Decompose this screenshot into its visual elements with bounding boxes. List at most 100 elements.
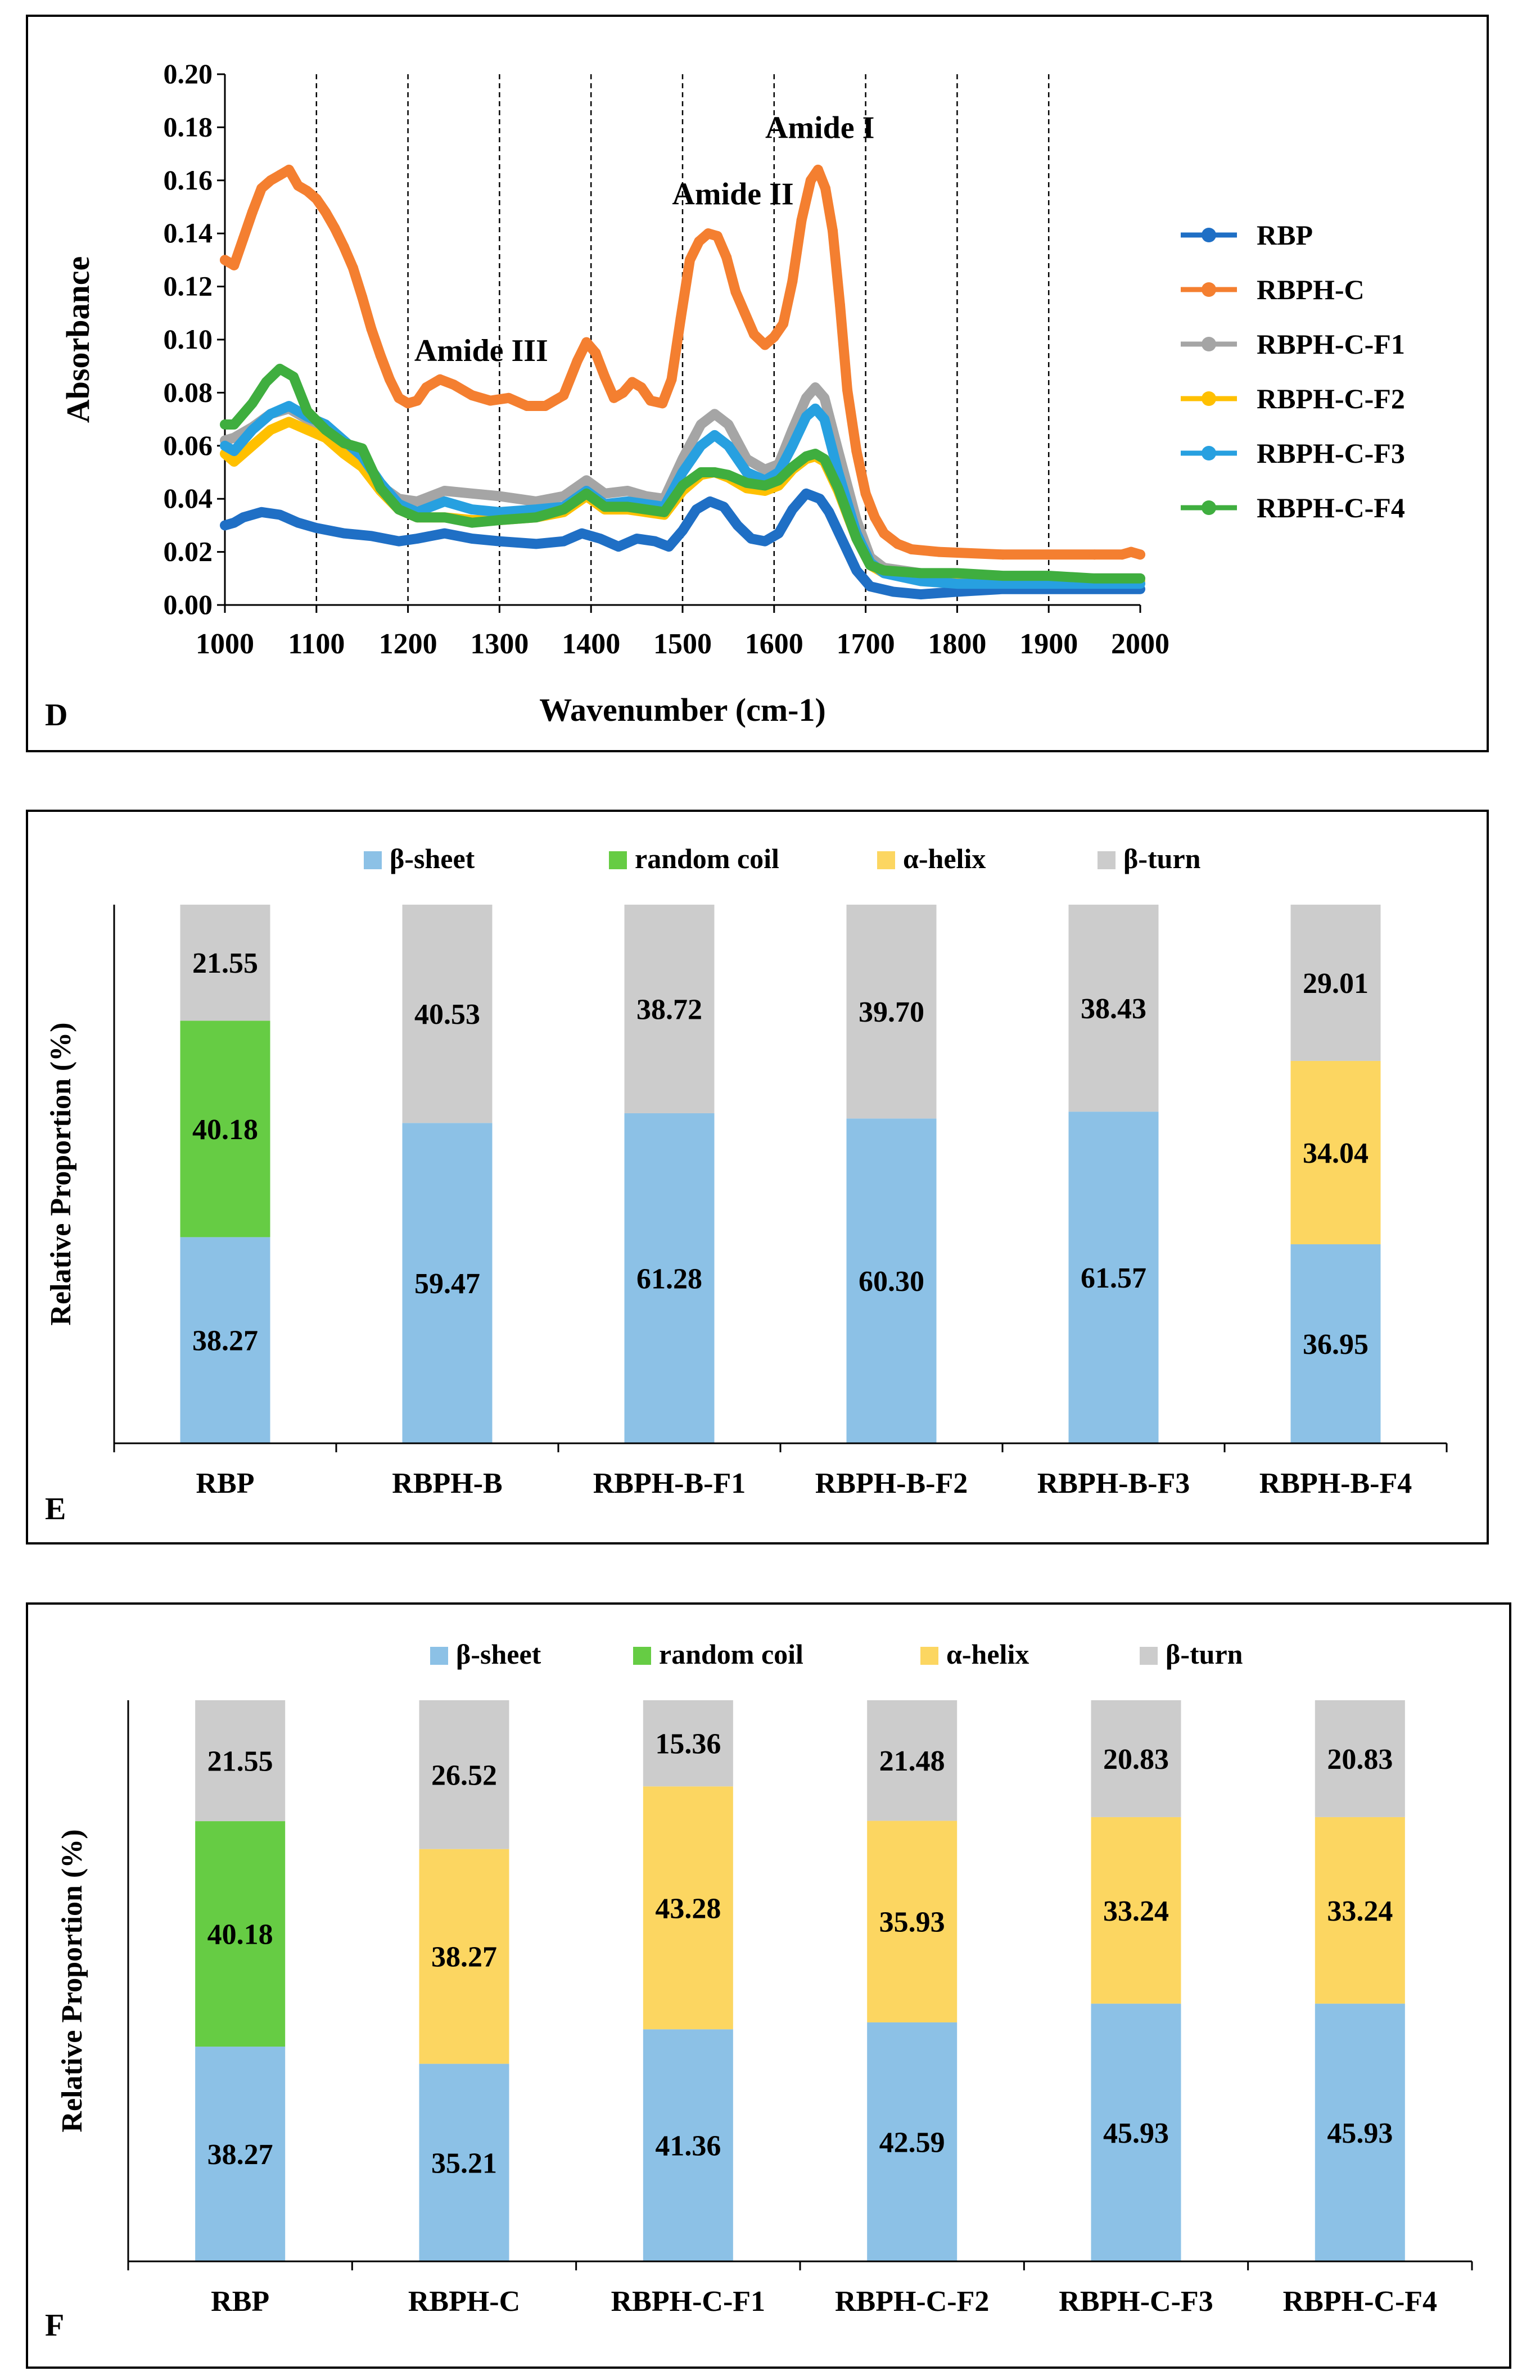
legend-marker — [1202, 282, 1216, 297]
data-point — [608, 392, 619, 403]
panel-d: 0.00 0.02 0.04 0.06 0.08 0.10 0.12 0.14 0.16 0.18… — [26, 15, 1489, 752]
bar-segment-beta-turn — [180, 905, 270, 1021]
bar-segment-beta-sheet — [624, 1113, 715, 1443]
y-tick-label: 0.00 — [164, 589, 213, 620]
data-point — [590, 347, 601, 358]
data-point — [860, 488, 871, 499]
legend-swatch-random-coil — [609, 851, 627, 869]
bar-segment-beta-sheet — [867, 2022, 958, 2261]
bar-segment-beta-sheet — [1068, 1112, 1159, 1443]
legend-marker — [1202, 500, 1216, 515]
data-label-beta-sheet: 38.27 — [207, 2139, 273, 2171]
category-label-rbph-b-f4: RBPH-B-F4 — [1259, 1467, 1412, 1500]
annotation-amide-iii: Amide III — [414, 333, 548, 368]
legend-swatch-beta-sheet — [364, 851, 382, 869]
data-label-beta-sheet: 45.93 — [1103, 2117, 1169, 2149]
data-label-random-coil: 40.18 — [192, 1114, 258, 1146]
legend-label-alpha-helix: α-helix — [903, 843, 986, 874]
data-point — [366, 324, 377, 335]
data-label-beta-turn: 38.72 — [636, 993, 702, 1026]
legend-label-rbph-c-f4: RBPH-C-F4 — [1257, 492, 1405, 523]
data-point — [435, 374, 445, 385]
bar-segment-beta-turn — [643, 1700, 733, 1787]
data-point — [238, 233, 249, 244]
data-point — [412, 395, 422, 406]
category-label-rbph-c-f4: RBPH-C-F4 — [1283, 2286, 1437, 2318]
x-axis-label: Wavenumber (cm-1) — [539, 692, 826, 728]
x-tick-label: 1400 — [562, 628, 620, 660]
data-point — [694, 236, 704, 247]
data-label-beta-sheet: 61.28 — [636, 1263, 702, 1295]
data-label-beta-sheet: 41.36 — [655, 2130, 721, 2162]
bar-segment-alpha-helix — [867, 1821, 958, 2022]
x-tick-label: 1000 — [196, 628, 254, 660]
legend-label-random-coil: random coil — [635, 843, 779, 874]
data-point — [827, 225, 838, 236]
data-point — [347, 263, 358, 273]
legend-label-random-coil: random coil — [659, 1638, 803, 1670]
data-point — [467, 390, 477, 401]
x-tick-label: 1800 — [928, 628, 986, 660]
bar-segment-alpha-helix — [419, 1849, 509, 2064]
data-point — [1044, 549, 1054, 560]
data-point — [812, 164, 823, 175]
bar-segment-beta-sheet — [419, 2063, 509, 2261]
data-label-beta-sheet: 36.95 — [1303, 1329, 1369, 1361]
legend-swatch-random-coil — [633, 1647, 651, 1665]
data-point — [247, 207, 258, 218]
data-point — [256, 183, 267, 193]
data-label-alpha-helix: 34.04 — [1303, 1137, 1369, 1169]
data-point — [283, 164, 294, 175]
x-tick-label: 1600 — [745, 628, 803, 660]
bar-segment-beta-turn — [1315, 1700, 1405, 1817]
data-point — [666, 374, 677, 385]
bar-segment-beta-turn — [1068, 905, 1159, 1112]
legend-marker — [1202, 391, 1216, 406]
series-line-rbph-c-f4 — [220, 363, 1145, 584]
data-point — [485, 395, 496, 406]
data-label-alpha-helix: 43.28 — [655, 1893, 721, 1925]
data-point — [302, 186, 313, 196]
bar-segment-random-coil — [180, 1020, 270, 1238]
data-point — [503, 392, 514, 403]
y-axis-label: Absorbance — [60, 256, 96, 423]
category-label-rbph-c-f3: RBPH-C-F3 — [1059, 2286, 1213, 2318]
legend-label-rbp: RBP — [1257, 219, 1313, 251]
y-tick-label: 0.02 — [164, 536, 213, 567]
bar-segment-beta-sheet — [846, 1118, 937, 1443]
data-point — [558, 390, 569, 401]
legend-label-beta-sheet: β-sheet — [456, 1638, 541, 1670]
legend-label-beta-sheet: β-sheet — [390, 843, 475, 874]
data-label-alpha-helix: 35.93 — [879, 1907, 945, 1939]
data-point — [229, 260, 240, 270]
legend-label-beta-turn: β-turn — [1123, 843, 1201, 874]
data-point — [787, 276, 798, 287]
data-label-alpha-helix: 33.24 — [1327, 1895, 1393, 1927]
data-point — [357, 292, 368, 302]
data-label-beta-sheet: 60.30 — [859, 1266, 924, 1298]
bar-segment-beta-sheet — [1315, 2003, 1405, 2261]
y-axis-label: Relative Proportion (%) — [45, 1022, 77, 1325]
data-label-beta-sheet: 42.59 — [879, 2126, 945, 2158]
data-label-alpha-helix: 38.27 — [431, 1941, 497, 1973]
data-point — [403, 398, 413, 409]
legend-label-rbph-c-f2: RBPH-C-F2 — [1257, 383, 1405, 414]
data-label-beta-turn: 15.36 — [655, 1728, 721, 1760]
data-label-beta-sheet: 35.21 — [431, 2147, 497, 2179]
bar-segment-alpha-helix — [643, 1786, 733, 2030]
legend-marker — [1202, 228, 1216, 242]
y-tick-label: 0.10 — [164, 323, 213, 355]
category-label-rbph-b: RBPH-B — [392, 1467, 502, 1500]
y-tick-label: 0.12 — [164, 270, 213, 302]
panel-f: β-sheet random coil α-helix β-turn 38.27 40.1… — [26, 1602, 1511, 2369]
annotation-amide-i: Amide I — [765, 110, 874, 145]
x-tick-label: 1300 — [470, 628, 529, 660]
bar-segment-beta-sheet — [643, 2029, 733, 2261]
panel-letter: D — [45, 698, 67, 733]
data-point — [394, 392, 404, 403]
data-point — [835, 300, 846, 310]
data-point — [796, 215, 807, 225]
y-tick-label: 0.06 — [164, 430, 213, 461]
x-tick-label: 1200 — [379, 628, 437, 660]
data-point — [721, 252, 732, 263]
